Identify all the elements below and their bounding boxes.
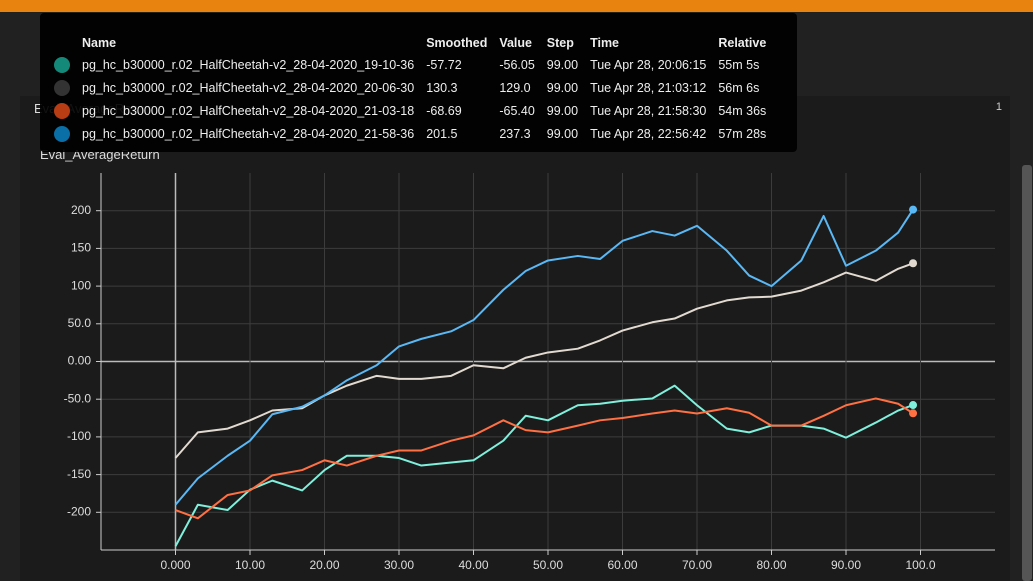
y-tick-label: -200 xyxy=(67,504,91,518)
x-tick-label: 70.00 xyxy=(682,558,712,572)
column-header: Smoothed xyxy=(426,35,488,50)
y-tick-label: 100 xyxy=(71,278,91,292)
time: Tue Apr 28, 20:06:15 xyxy=(590,57,707,72)
x-tick-label: 40.00 xyxy=(458,558,488,572)
value: 129.0 xyxy=(499,80,531,95)
last-point xyxy=(909,401,918,410)
marker-cell xyxy=(54,122,82,145)
smoothed: -57.72 xyxy=(426,57,462,72)
relative: 55m 5s xyxy=(718,57,760,72)
smoothed: 130.3 xyxy=(426,80,458,95)
last-point xyxy=(909,409,918,418)
step: 99.00 xyxy=(546,80,579,95)
marker-cell xyxy=(54,99,82,122)
legend-marker xyxy=(54,102,70,119)
tooltip: Name Smoothed Value Step Time Relative pg_hc_b… xyxy=(40,13,797,152)
x-tick-label: 90.00 xyxy=(831,558,861,572)
tooltip-row: pg_hc_b30000_r.02_HalfCheetah-v2_28-04-2… xyxy=(54,122,778,145)
tooltip-row: pg_hc_b30000_r.02_HalfCheetah-v2_28-04-2… xyxy=(54,53,778,76)
value: -65.40 xyxy=(499,103,535,118)
column-header: Time xyxy=(590,35,620,50)
smoothed: 201.5 xyxy=(426,126,458,141)
card-count: 1 xyxy=(995,101,1002,113)
x-tick-label: 80.00 xyxy=(756,558,786,572)
run-name: pg_hc_b30000_r.02_HalfCheetah-v2_28-04-2… xyxy=(82,126,415,141)
series-line xyxy=(174,209,914,506)
series-line xyxy=(174,262,914,459)
x-tick-label: 0.000 xyxy=(160,558,190,572)
y-tick-label: -150 xyxy=(67,467,91,481)
step: 99.00 xyxy=(546,126,579,141)
scrollbar[interactable] xyxy=(1022,165,1032,581)
last-point xyxy=(909,205,918,214)
time: Tue Apr 28, 21:58:30 xyxy=(590,103,707,118)
x-tick-label: 50.00 xyxy=(533,558,563,572)
x-tick-label: 20.00 xyxy=(309,558,339,572)
column-header xyxy=(54,32,82,53)
value: -56.05 xyxy=(499,57,535,72)
marker-cell xyxy=(54,53,82,76)
x-tick-label: 30.00 xyxy=(384,558,414,572)
y-tick-label: -50.0 xyxy=(64,391,92,405)
step: 99.00 xyxy=(546,57,579,72)
time: Tue Apr 28, 22:56:42 xyxy=(590,126,707,141)
marker-cell xyxy=(54,76,82,99)
smoothed: -68.69 xyxy=(426,103,462,118)
top-bar xyxy=(0,0,1033,12)
step: 99.00 xyxy=(546,103,579,118)
time: Tue Apr 28, 21:03:12 xyxy=(590,80,707,95)
run-name: pg_hc_b30000_r.02_HalfCheetah-v2_28-04-2… xyxy=(82,57,415,72)
tooltip-row: pg_hc_b30000_r.02_HalfCheetah-v2_28-04-2… xyxy=(54,99,778,122)
relative: 54m 36s xyxy=(718,103,767,118)
y-tick-label: 0.00 xyxy=(68,354,92,368)
run-name: pg_hc_b30000_r.02_HalfCheetah-v2_28-04-2… xyxy=(82,80,415,95)
column-header: Value xyxy=(499,35,532,50)
x-tick-label: 100.0 xyxy=(905,558,935,572)
legend-marker xyxy=(54,79,70,96)
x-tick-label: 10.00 xyxy=(235,558,265,572)
column-header: Relative xyxy=(718,35,767,50)
y-tick-label: 150 xyxy=(71,241,91,255)
column-header: Name xyxy=(82,35,117,50)
x-tick-label: 60.00 xyxy=(607,558,637,572)
y-tick-label: 200 xyxy=(71,203,91,217)
run-name: pg_hc_b30000_r.02_HalfCheetah-v2_28-04-2… xyxy=(82,103,415,118)
legend-marker xyxy=(54,56,70,73)
value: 237.3 xyxy=(499,126,531,141)
series-line xyxy=(175,397,914,520)
y-tick-label: -100 xyxy=(67,429,91,443)
relative: 57m 28s xyxy=(718,126,767,141)
y-tick-label: 50.0 xyxy=(68,316,92,330)
relative: 56m 6s xyxy=(718,80,760,95)
tooltip-table: Name Smoothed Value Step Time Relative pg_hc_b… xyxy=(54,32,778,145)
tooltip-row: pg_hc_b30000_r.02_HalfCheetah-v2_28-04-2… xyxy=(54,76,778,99)
last-point xyxy=(909,259,918,268)
legend-marker xyxy=(54,125,70,142)
column-header: Step xyxy=(546,35,574,50)
